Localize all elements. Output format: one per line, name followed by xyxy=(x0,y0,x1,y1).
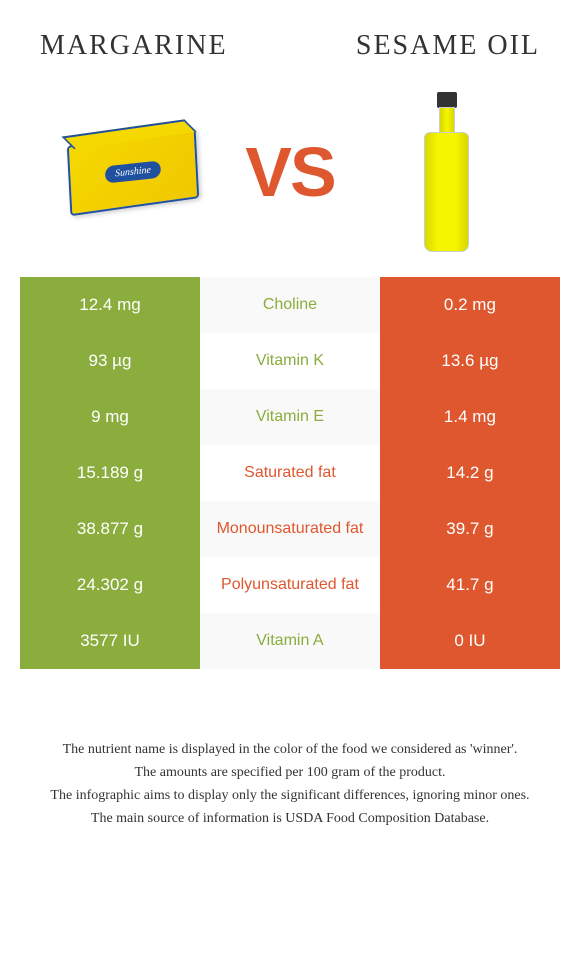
left-value-cell: 38.877 g xyxy=(20,501,200,557)
table-row: 3577 IUVitamin A0 IU xyxy=(20,613,560,669)
nutrient-name-cell: Vitamin K xyxy=(200,333,380,389)
left-product-title: Margarine xyxy=(40,30,228,62)
margarine-image: Sunshine xyxy=(58,97,208,247)
sesame-oil-image xyxy=(372,97,522,247)
vs-label: VS xyxy=(245,132,334,212)
right-value-cell: 14.2 g xyxy=(380,445,560,501)
footer-line: The infographic aims to display only the… xyxy=(30,785,550,806)
right-value-cell: 0 IU xyxy=(380,613,560,669)
footer-line: The main source of information is USDA F… xyxy=(30,808,550,829)
right-product-title: Sesame oil xyxy=(356,30,540,62)
right-value-cell: 39.7 g xyxy=(380,501,560,557)
left-value-cell: 12.4 mg xyxy=(20,277,200,333)
nutrient-name-cell: Choline xyxy=(200,277,380,333)
nutrient-name-cell: Saturated fat xyxy=(200,445,380,501)
nutrient-name-cell: Polyunsaturated fat xyxy=(200,557,380,613)
table-row: 12.4 mgCholine0.2 mg xyxy=(20,277,560,333)
nutrient-name-cell: Vitamin A xyxy=(200,613,380,669)
left-value-cell: 9 mg xyxy=(20,389,200,445)
left-value-cell: 15.189 g xyxy=(20,445,200,501)
header: Margarine Sesame oil xyxy=(20,20,560,87)
table-row: 24.302 gPolyunsaturated fat41.7 g xyxy=(20,557,560,613)
footer-line: The nutrient name is displayed in the co… xyxy=(30,739,550,760)
left-value-cell: 24.302 g xyxy=(20,557,200,613)
right-value-cell: 1.4 mg xyxy=(380,389,560,445)
right-value-cell: 41.7 g xyxy=(380,557,560,613)
table-row: 93 µgVitamin K13.6 µg xyxy=(20,333,560,389)
nutrient-name-cell: Vitamin E xyxy=(200,389,380,445)
table-row: 15.189 gSaturated fat14.2 g xyxy=(20,445,560,501)
margarine-brand-label: Sunshine xyxy=(105,161,161,184)
left-value-cell: 93 µg xyxy=(20,333,200,389)
nutrient-table: 12.4 mgCholine0.2 mg93 µgVitamin K13.6 µ… xyxy=(20,277,560,669)
images-row: Sunshine VS xyxy=(20,87,560,277)
nutrient-name-cell: Monounsaturated fat xyxy=(200,501,380,557)
right-value-cell: 0.2 mg xyxy=(380,277,560,333)
right-value-cell: 13.6 µg xyxy=(380,333,560,389)
table-row: 9 mgVitamin E1.4 mg xyxy=(20,389,560,445)
footer-notes: The nutrient name is displayed in the co… xyxy=(20,669,560,841)
left-value-cell: 3577 IU xyxy=(20,613,200,669)
footer-line: The amounts are specified per 100 gram o… xyxy=(30,762,550,783)
table-row: 38.877 gMonounsaturated fat39.7 g xyxy=(20,501,560,557)
